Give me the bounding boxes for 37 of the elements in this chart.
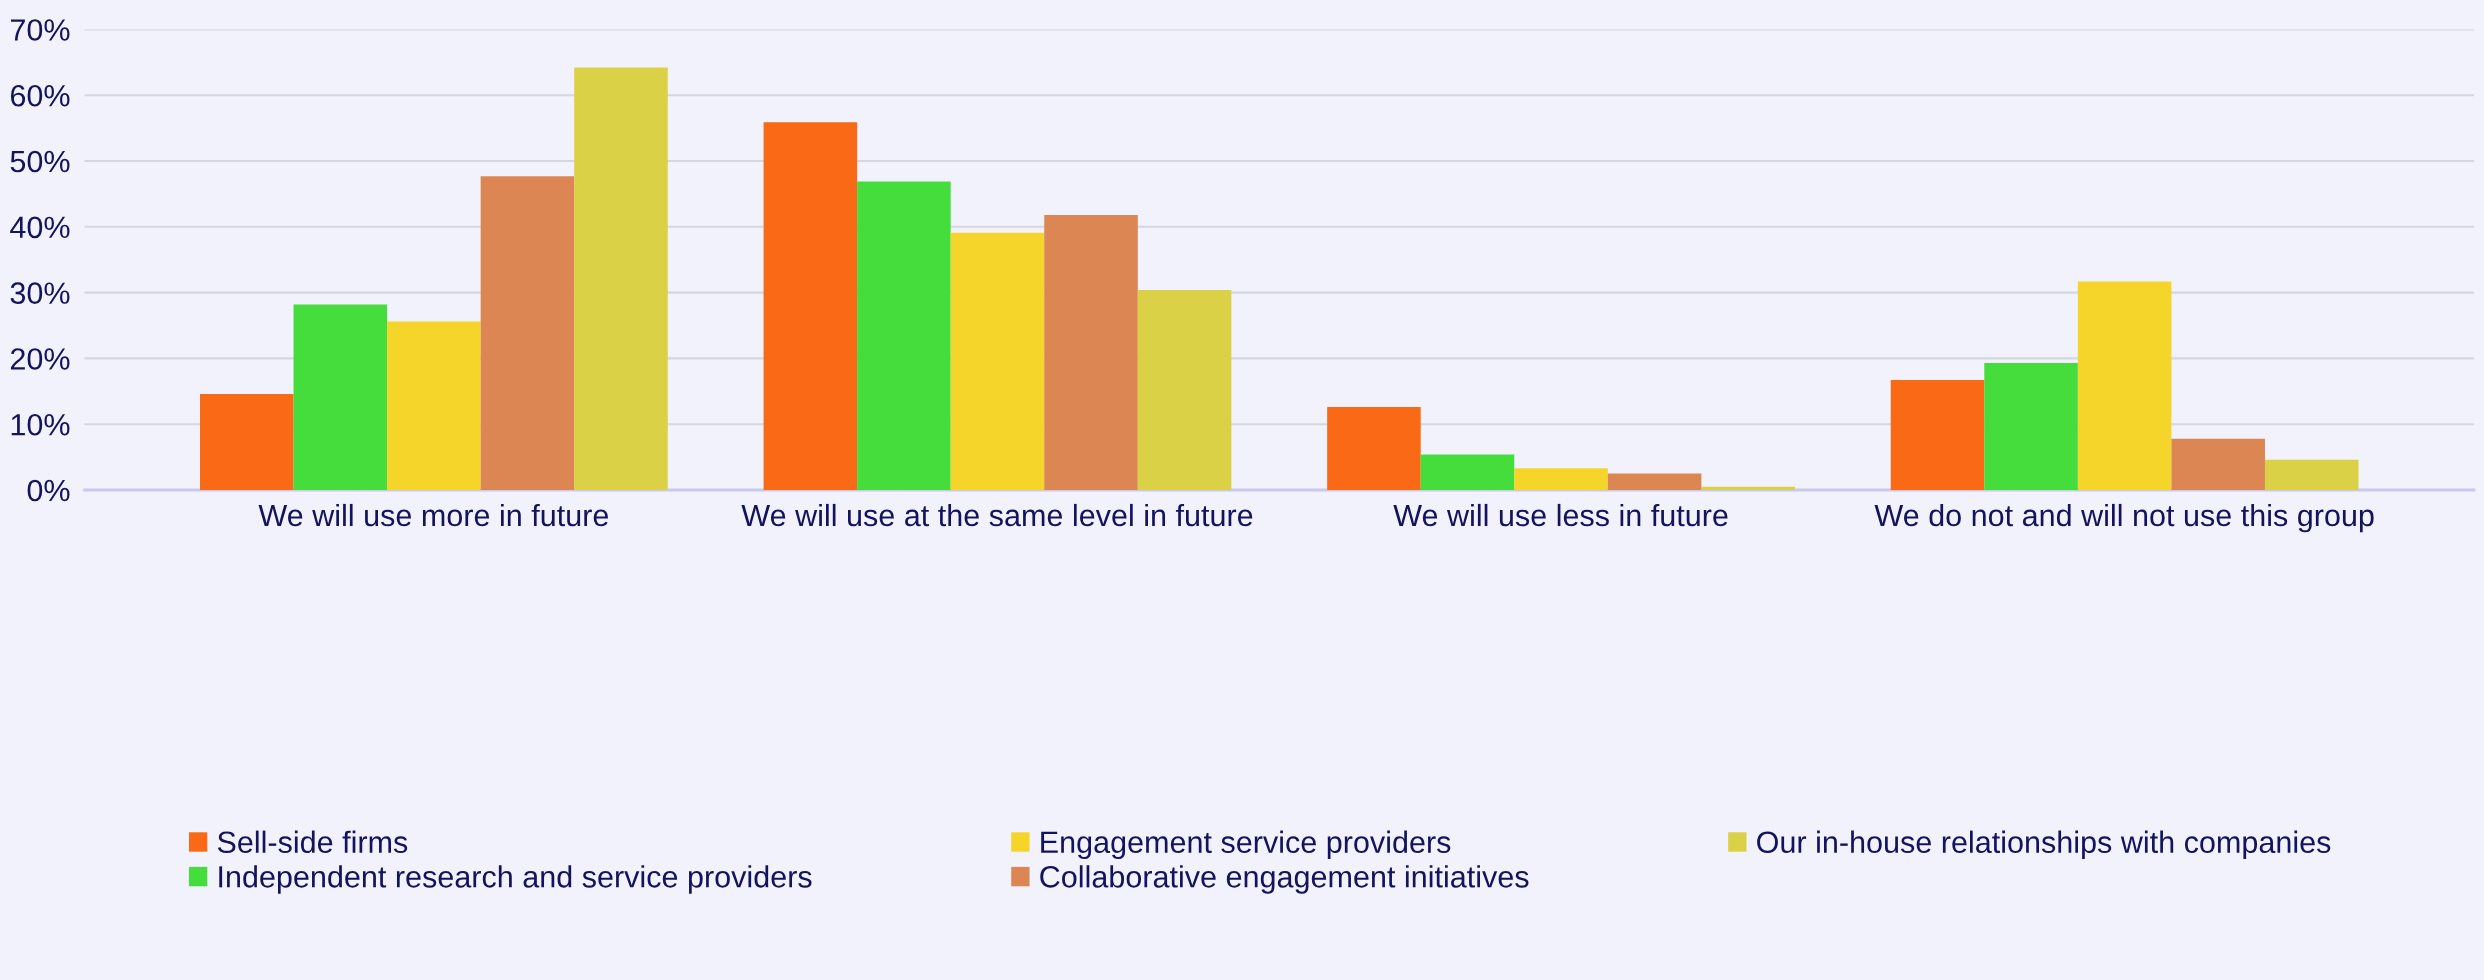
bar xyxy=(1701,486,1795,490)
y-tick-label: 50% xyxy=(10,150,70,173)
legend-label: Engagement service providers xyxy=(1041,830,1451,860)
bar xyxy=(2264,459,2359,490)
bar xyxy=(293,304,388,490)
y-tick-label: 20% xyxy=(10,348,70,370)
x-tick-label: We will use more in future xyxy=(258,503,609,527)
legend-label: Our in-house relationships with companies xyxy=(1757,830,2331,860)
legend-label: Sell-side firms xyxy=(217,830,408,854)
bar xyxy=(387,321,481,490)
bar xyxy=(480,176,575,490)
bar xyxy=(199,393,294,490)
bar xyxy=(1607,473,1702,490)
bar xyxy=(574,67,668,490)
bar xyxy=(1984,363,2078,490)
y-tick-label: 0% xyxy=(27,479,70,502)
y-tick-label: 30% xyxy=(10,282,70,304)
x-tick-label: We will use less in future xyxy=(1393,503,1728,527)
bar xyxy=(2077,281,2172,490)
bar xyxy=(1044,214,1138,490)
bar xyxy=(1514,468,1608,490)
bar xyxy=(1420,454,1515,490)
bar xyxy=(1137,289,1232,490)
y-tick-label: 10% xyxy=(11,413,70,436)
y-tick-label: 70% xyxy=(10,19,70,41)
bar xyxy=(950,232,1045,490)
y-tick-label: 60% xyxy=(10,84,70,107)
x-tick-label: We do not and will not use this group xyxy=(1874,503,2374,533)
x-tick-label: We will use at the same level in future xyxy=(741,503,1253,527)
legend-label: Collaborative engagement initiatives xyxy=(1040,865,1529,894)
bar xyxy=(1890,380,1985,490)
bar xyxy=(2171,438,2265,490)
legend-label: Independent research and service providers xyxy=(219,865,812,894)
bar xyxy=(763,122,858,490)
bar xyxy=(1327,407,1421,490)
bar xyxy=(857,181,951,490)
y-tick-label: 40% xyxy=(10,216,70,239)
